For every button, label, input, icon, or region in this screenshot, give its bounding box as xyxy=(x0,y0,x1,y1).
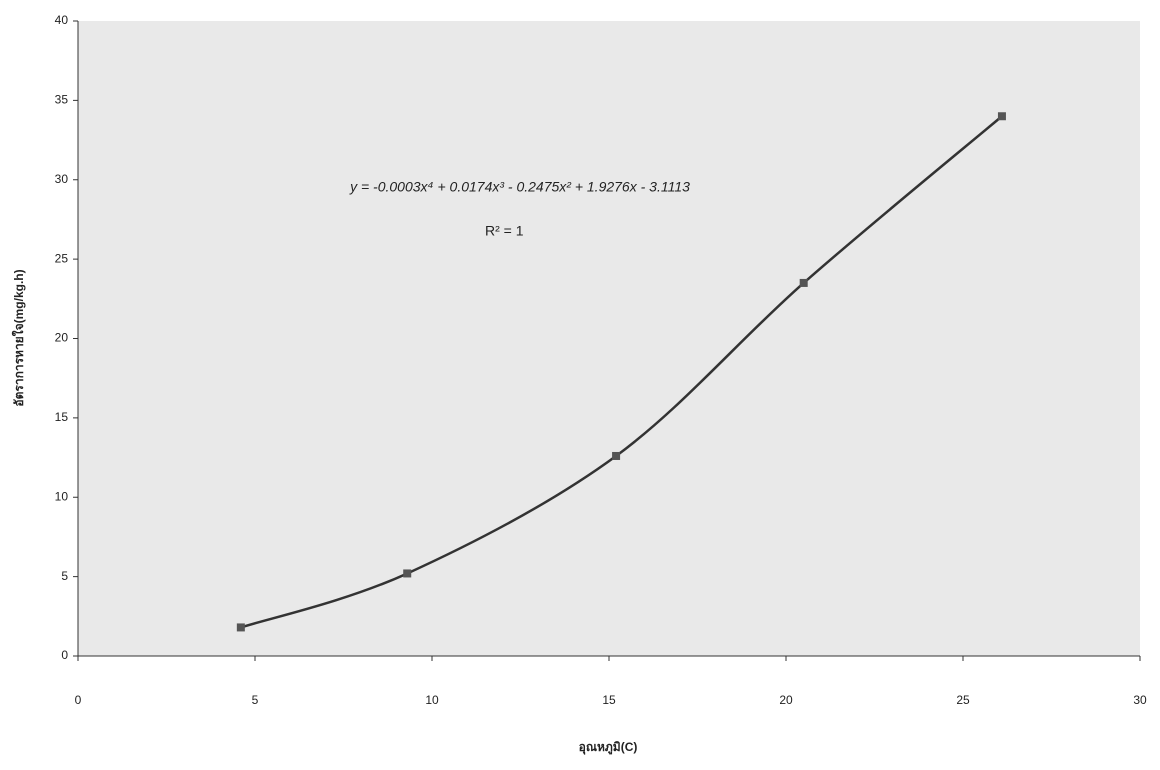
data-point xyxy=(403,569,411,577)
x-tick-label: 5 xyxy=(252,693,259,707)
x-tick-label: 25 xyxy=(956,693,970,707)
r-squared: R² = 1 xyxy=(485,223,524,239)
chart: y = -0.0003x⁴ + 0.0174x³ - 0.2475x² + 1.… xyxy=(0,0,1160,765)
y-tick-label: 30 xyxy=(55,172,69,186)
x-tick-label: 0 xyxy=(75,693,82,707)
x-tick-label: 10 xyxy=(425,693,439,707)
y-tick-label: 0 xyxy=(61,648,68,662)
data-point xyxy=(800,279,808,287)
y-tick-label: 35 xyxy=(55,93,69,107)
x-tick-label: 30 xyxy=(1133,693,1147,707)
y-tick-label: 5 xyxy=(61,569,68,583)
y-tick-label: 20 xyxy=(55,331,69,345)
x-tick-label: 15 xyxy=(602,693,616,707)
y-axis-title: อัตราการหายใจ(mg/kg.h) xyxy=(11,269,26,406)
y-tick-label: 15 xyxy=(55,410,69,424)
y-tick-label: 40 xyxy=(55,13,69,27)
x-axis-title: อุณหภูมิ(C) xyxy=(579,740,638,755)
trendline-equation: y = -0.0003x⁴ + 0.0174x³ - 0.2475x² + 1.… xyxy=(349,179,690,195)
x-tick-label: 20 xyxy=(779,693,793,707)
data-point xyxy=(998,112,1006,120)
y-tick-label: 25 xyxy=(55,251,69,265)
y-tick-label: 10 xyxy=(55,489,69,503)
plot-area xyxy=(78,21,1140,656)
data-point xyxy=(237,623,245,631)
data-point xyxy=(612,452,620,460)
